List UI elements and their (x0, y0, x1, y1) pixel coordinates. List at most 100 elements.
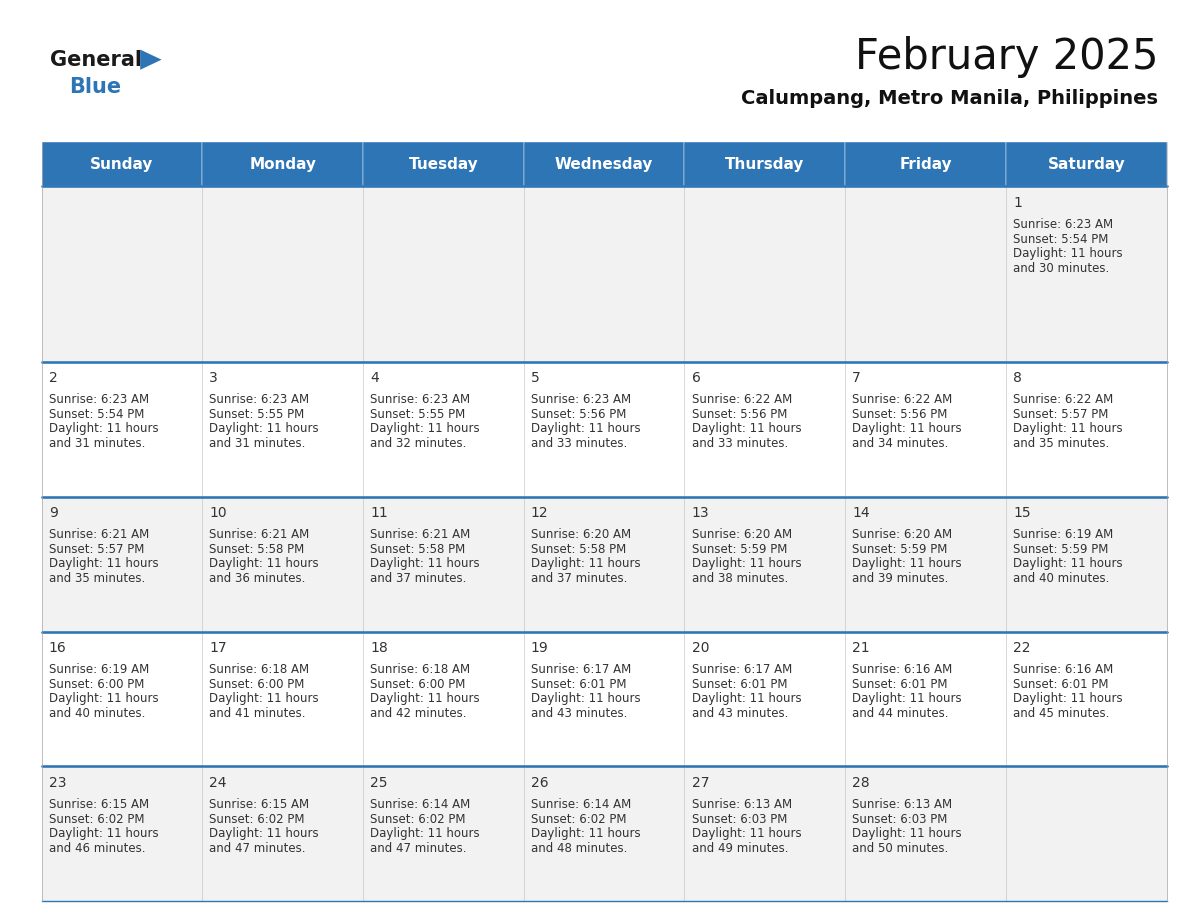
Text: Daylight: 11 hours: Daylight: 11 hours (852, 422, 962, 435)
Text: Daylight: 11 hours: Daylight: 11 hours (371, 692, 480, 705)
Text: 15: 15 (1013, 506, 1031, 520)
Text: and 45 minutes.: and 45 minutes. (1013, 707, 1110, 721)
Bar (42, 632, 202, 767)
Bar (202, 632, 364, 767)
Text: Sunrise: 6:21 AM: Sunrise: 6:21 AM (209, 528, 310, 541)
Bar (1006, 497, 1167, 632)
Text: 19: 19 (531, 641, 549, 655)
Text: Daylight: 11 hours: Daylight: 11 hours (852, 557, 962, 570)
Text: and 47 minutes.: and 47 minutes. (371, 842, 467, 856)
Text: 7: 7 (852, 371, 861, 385)
Text: 17: 17 (209, 641, 227, 655)
Text: Sunset: 6:00 PM: Sunset: 6:00 PM (49, 677, 144, 690)
Text: Daylight: 11 hours: Daylight: 11 hours (852, 692, 962, 705)
Text: and 47 minutes.: and 47 minutes. (209, 842, 307, 856)
Text: Daylight: 11 hours: Daylight: 11 hours (1013, 422, 1123, 435)
Bar (1006, 362, 1167, 497)
Text: Blue: Blue (69, 77, 121, 97)
Text: Sunrise: 6:21 AM: Sunrise: 6:21 AM (371, 528, 470, 541)
Text: Daylight: 11 hours: Daylight: 11 hours (691, 422, 801, 435)
Bar (845, 767, 1006, 901)
Text: Monday: Monday (249, 157, 316, 172)
Text: Sunrise: 6:23 AM: Sunrise: 6:23 AM (209, 393, 310, 406)
Text: Sunrise: 6:22 AM: Sunrise: 6:22 AM (852, 393, 953, 406)
Text: Saturday: Saturday (1048, 157, 1125, 172)
Text: Wednesday: Wednesday (555, 157, 653, 172)
Text: 20: 20 (691, 641, 709, 655)
Text: Sunrise: 6:21 AM: Sunrise: 6:21 AM (49, 528, 148, 541)
Text: Daylight: 11 hours: Daylight: 11 hours (371, 827, 480, 840)
Text: 12: 12 (531, 506, 549, 520)
Text: Daylight: 11 hours: Daylight: 11 hours (691, 557, 801, 570)
Bar (845, 142, 1006, 186)
Text: Sunset: 5:56 PM: Sunset: 5:56 PM (852, 408, 948, 420)
Bar (202, 142, 364, 186)
Bar (845, 186, 1006, 362)
Text: Sunset: 5:57 PM: Sunset: 5:57 PM (1013, 408, 1108, 420)
Text: Sunset: 5:58 PM: Sunset: 5:58 PM (531, 543, 626, 555)
Text: Daylight: 11 hours: Daylight: 11 hours (531, 422, 640, 435)
Text: and 48 minutes.: and 48 minutes. (531, 842, 627, 856)
Text: Sunset: 6:02 PM: Sunset: 6:02 PM (49, 812, 144, 825)
Text: Sunrise: 6:14 AM: Sunrise: 6:14 AM (531, 798, 631, 811)
Text: Sunset: 6:00 PM: Sunset: 6:00 PM (371, 677, 466, 690)
Text: and 40 minutes.: and 40 minutes. (49, 707, 145, 721)
Bar (524, 142, 684, 186)
Text: Tuesday: Tuesday (409, 157, 479, 172)
Text: Sunday: Sunday (90, 157, 153, 172)
Text: Sunset: 6:02 PM: Sunset: 6:02 PM (209, 812, 305, 825)
Bar (684, 362, 845, 497)
Text: Daylight: 11 hours: Daylight: 11 hours (209, 422, 320, 435)
Bar (202, 186, 364, 362)
Text: 6: 6 (691, 371, 701, 385)
Text: Daylight: 11 hours: Daylight: 11 hours (691, 692, 801, 705)
Text: Sunset: 5:55 PM: Sunset: 5:55 PM (209, 408, 304, 420)
Text: 13: 13 (691, 506, 709, 520)
Polygon shape (140, 50, 162, 70)
Text: Sunset: 6:00 PM: Sunset: 6:00 PM (209, 677, 305, 690)
Bar (364, 186, 524, 362)
Text: and 30 minutes.: and 30 minutes. (1013, 262, 1110, 275)
Text: Daylight: 11 hours: Daylight: 11 hours (209, 692, 320, 705)
Text: Sunset: 6:01 PM: Sunset: 6:01 PM (531, 677, 626, 690)
Text: and 33 minutes.: and 33 minutes. (691, 437, 788, 450)
Text: 3: 3 (209, 371, 219, 385)
Text: Daylight: 11 hours: Daylight: 11 hours (531, 827, 640, 840)
Bar (364, 142, 524, 186)
Text: and 39 minutes.: and 39 minutes. (852, 572, 949, 585)
Text: and 36 minutes.: and 36 minutes. (209, 572, 305, 585)
Text: Sunrise: 6:20 AM: Sunrise: 6:20 AM (531, 528, 631, 541)
Bar (42, 767, 202, 901)
Text: and 33 minutes.: and 33 minutes. (531, 437, 627, 450)
Bar (42, 142, 202, 186)
Text: and 46 minutes.: and 46 minutes. (49, 842, 145, 856)
Text: Sunset: 5:56 PM: Sunset: 5:56 PM (531, 408, 626, 420)
Text: 22: 22 (1013, 641, 1030, 655)
Text: Sunset: 6:03 PM: Sunset: 6:03 PM (852, 812, 948, 825)
Text: 9: 9 (49, 506, 57, 520)
Text: Sunrise: 6:23 AM: Sunrise: 6:23 AM (1013, 218, 1113, 230)
Text: Sunset: 5:59 PM: Sunset: 5:59 PM (852, 543, 948, 555)
Text: Sunset: 5:54 PM: Sunset: 5:54 PM (49, 408, 144, 420)
Bar (364, 632, 524, 767)
Text: Sunset: 5:54 PM: Sunset: 5:54 PM (1013, 232, 1108, 245)
Bar (364, 497, 524, 632)
Bar (524, 767, 684, 901)
Text: Daylight: 11 hours: Daylight: 11 hours (531, 692, 640, 705)
Text: and 42 minutes.: and 42 minutes. (371, 707, 467, 721)
Text: and 43 minutes.: and 43 minutes. (691, 707, 788, 721)
Text: Sunrise: 6:20 AM: Sunrise: 6:20 AM (691, 528, 791, 541)
Text: Daylight: 11 hours: Daylight: 11 hours (371, 422, 480, 435)
Text: 23: 23 (49, 776, 67, 789)
Text: Daylight: 11 hours: Daylight: 11 hours (1013, 692, 1123, 705)
Text: Sunrise: 6:15 AM: Sunrise: 6:15 AM (49, 798, 148, 811)
Text: 1: 1 (1013, 196, 1022, 209)
Text: 24: 24 (209, 776, 227, 789)
Text: Sunset: 6:01 PM: Sunset: 6:01 PM (852, 677, 948, 690)
Text: Sunrise: 6:22 AM: Sunrise: 6:22 AM (691, 393, 792, 406)
Bar (684, 632, 845, 767)
Text: Friday: Friday (899, 157, 952, 172)
Text: and 35 minutes.: and 35 minutes. (49, 572, 145, 585)
Text: 18: 18 (371, 641, 388, 655)
Text: Sunset: 5:55 PM: Sunset: 5:55 PM (371, 408, 466, 420)
